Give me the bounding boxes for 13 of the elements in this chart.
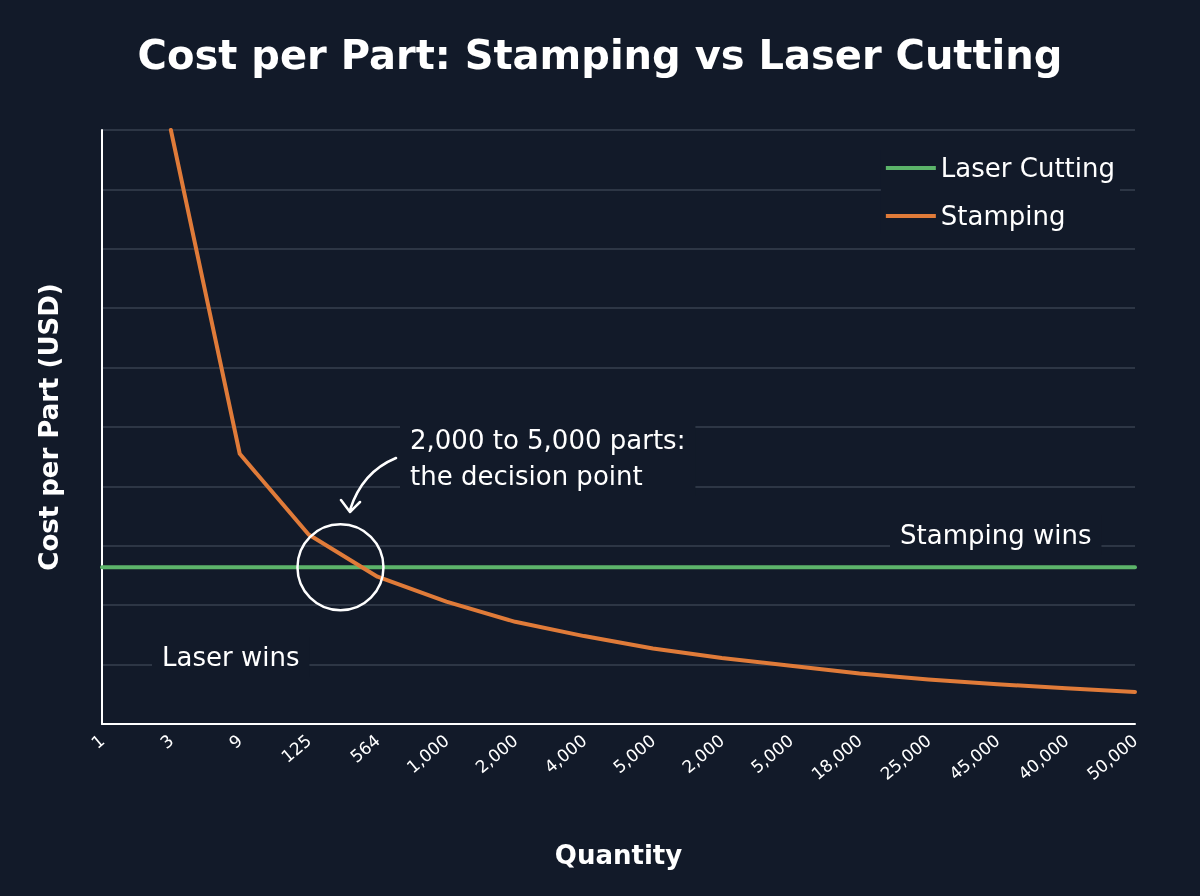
legend-label: Stamping bbox=[940, 201, 1066, 231]
legend-label: Laser Cutting bbox=[940, 153, 1116, 183]
x-tick-label: 1 bbox=[87, 730, 109, 753]
annotation: Laser wins bbox=[162, 642, 300, 672]
x-tick-label: 125 bbox=[277, 730, 316, 767]
x-tick-label: 9 bbox=[225, 730, 247, 753]
annotation: 2,000 to 5,000 parts: the decision point bbox=[410, 425, 686, 491]
x-axis-title: Quantity bbox=[554, 840, 683, 870]
annotation: Stamping wins bbox=[900, 520, 1092, 550]
x-tick-label: 3 bbox=[156, 730, 178, 753]
x-tick-label: 564 bbox=[346, 730, 384, 767]
chart-title: Cost per Part: Stamping vs Laser Cutting bbox=[137, 32, 1063, 78]
y-axis-title: Cost per Part (USD) bbox=[34, 283, 64, 571]
